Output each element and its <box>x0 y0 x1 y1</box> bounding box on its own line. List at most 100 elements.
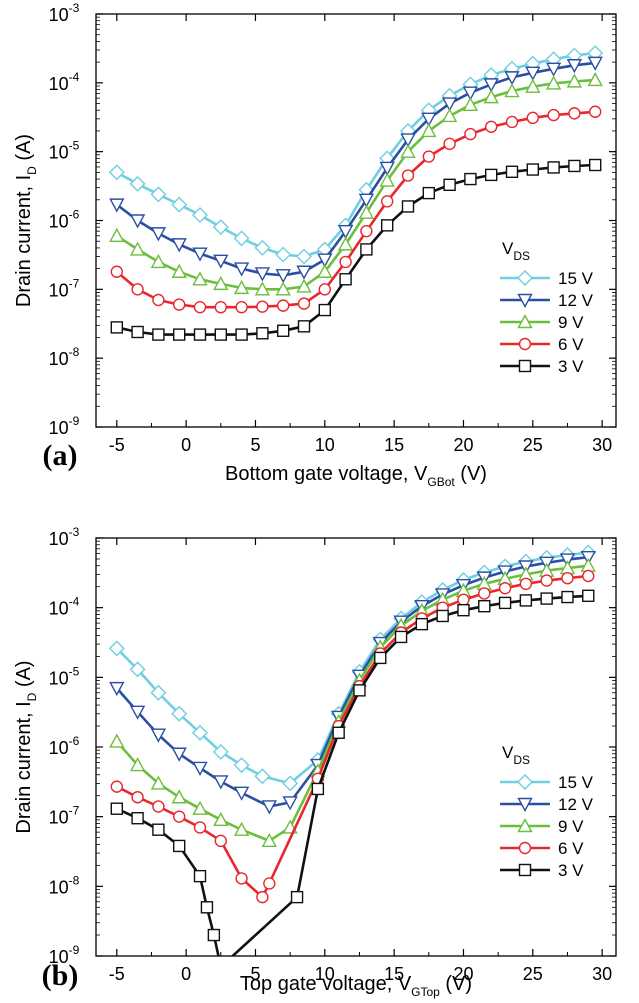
y-tick-label: 10-3 <box>49 1 80 25</box>
data-point <box>337 224 354 240</box>
data-point <box>462 96 479 111</box>
data-point <box>540 592 553 605</box>
data-point <box>485 120 498 133</box>
data-point <box>233 757 250 774</box>
data-point <box>192 207 208 224</box>
data-point <box>457 603 470 617</box>
data-point <box>193 821 207 834</box>
data-point <box>129 705 146 720</box>
legend-entry: 15 V <box>558 773 594 792</box>
legend-entry: 9 V <box>558 817 584 836</box>
data-point <box>192 724 208 741</box>
legend-title: VDS <box>502 239 530 263</box>
panel-label: (a) <box>43 439 78 472</box>
data-point <box>519 594 533 607</box>
data-point <box>233 821 250 836</box>
data-point <box>213 775 229 790</box>
x-tick-label: 25 <box>523 964 543 984</box>
data-point <box>235 301 248 314</box>
data-point <box>379 161 395 176</box>
data-point <box>172 328 186 341</box>
data-point <box>296 248 312 265</box>
x-tick-label: 0 <box>181 964 191 984</box>
data-point <box>339 255 352 269</box>
data-point <box>171 238 187 253</box>
data-point <box>152 823 165 836</box>
data-point <box>233 786 250 801</box>
data-point <box>235 872 248 885</box>
data-point <box>254 239 271 256</box>
legend-marker <box>517 818 533 833</box>
data-point <box>422 186 435 200</box>
legend: VDS 15 V 12 V 9 V 6 V 3 V <box>500 743 594 880</box>
data-point <box>256 300 269 313</box>
x-tick-label: 15 <box>384 435 404 455</box>
data-point <box>478 587 491 600</box>
data-point <box>547 161 560 174</box>
series-line-12V <box>116 61 596 277</box>
data-point <box>213 811 229 827</box>
data-point <box>498 582 512 595</box>
data-point <box>213 254 229 269</box>
x-tick-label: 15 <box>384 964 404 984</box>
data-point <box>317 263 333 278</box>
chart-panel-b: -5 0 5 10 15 20 25 30 10-9 10-8 10-7 10-6 10-5 10-4 10… <box>13 525 617 999</box>
data-point <box>545 75 562 90</box>
data-point <box>441 108 458 123</box>
data-point <box>110 321 124 334</box>
data-point <box>131 325 144 339</box>
data-point <box>171 747 187 762</box>
data-point <box>275 281 291 296</box>
data-point <box>526 163 539 176</box>
y-tick-label: 10-4 <box>49 595 80 619</box>
y-tick-label: 10-4 <box>49 70 80 94</box>
data-point <box>311 782 325 796</box>
data-point <box>587 56 603 71</box>
y-axis-label: Drain current, ID (A) <box>13 660 39 833</box>
data-point <box>192 271 208 286</box>
data-point <box>394 630 408 644</box>
data-point <box>131 812 144 825</box>
data-point <box>559 553 576 568</box>
data-point <box>207 928 221 942</box>
data-point <box>129 214 146 229</box>
data-point <box>193 869 207 883</box>
data-point <box>171 196 188 213</box>
data-point <box>233 230 250 247</box>
data-point <box>110 265 124 278</box>
data-point <box>129 175 146 192</box>
data-point <box>150 775 167 790</box>
x-tick-label: -5 <box>109 435 125 455</box>
legend-marker <box>518 337 532 351</box>
data-point <box>200 901 214 914</box>
data-point <box>192 761 208 776</box>
data-point <box>192 800 208 815</box>
data-point <box>109 681 125 697</box>
data-point <box>150 253 167 269</box>
data-point <box>443 178 456 192</box>
x-axis-label: Bottom gate voltage, VGBot (V) <box>225 463 487 489</box>
data-point <box>540 574 553 587</box>
legend-marker <box>517 314 533 329</box>
data-point <box>464 127 477 141</box>
legend-marker <box>517 797 533 812</box>
data-point <box>360 243 373 256</box>
data-point <box>296 278 312 293</box>
data-point <box>193 301 207 314</box>
y-tick-label: 10-6 <box>49 208 80 232</box>
y-tick-label: 10-7 <box>49 804 80 828</box>
data-point <box>213 275 229 291</box>
y-tick-label: 10-6 <box>49 734 80 758</box>
x-tick-label: 0 <box>181 435 191 455</box>
data-point <box>150 186 167 203</box>
data-point <box>110 780 124 793</box>
x-tick-label: 25 <box>523 435 543 455</box>
legend-marker <box>518 359 532 373</box>
data-point <box>152 293 165 307</box>
legend-marker <box>517 293 533 308</box>
data-point <box>108 164 125 181</box>
legend-marker <box>517 270 533 286</box>
data-point <box>109 733 125 748</box>
x-tick-label: 20 <box>453 964 473 984</box>
